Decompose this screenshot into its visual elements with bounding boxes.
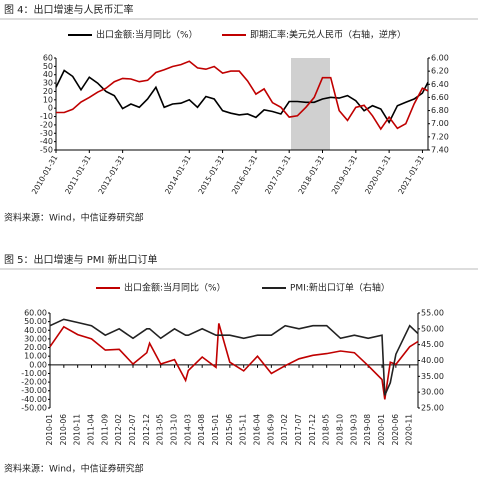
y2-tick-label: 7.40 [431, 146, 449, 155]
y-tick-label: 60.00 [24, 309, 47, 318]
series-line [49, 323, 419, 400]
y-tick-label: -40.00 [21, 395, 47, 404]
y-tick-label: 30.00 [24, 334, 47, 343]
x-tick-label: 2012-07 [128, 414, 137, 446]
y-tick-label: 10.00 [24, 352, 47, 361]
y-tick-label: 20 [43, 87, 53, 96]
y2-tick-label: 30.00 [421, 388, 444, 397]
x-tick-label: 2017-07 [294, 414, 303, 446]
y-tick-label: 20.00 [24, 343, 47, 352]
y2-tick-label: 45.00 [421, 340, 444, 349]
legend-label: 即期汇率:美元兑人民币（右轴，逆序） [250, 29, 406, 41]
y2-tick-label: 25.00 [421, 404, 444, 413]
x-tick-label: 2017-02 [280, 414, 289, 446]
series-line [56, 60, 429, 131]
x-tick-label: 2012-02 [114, 414, 123, 446]
x-tick-label: 2018-05 [322, 414, 331, 446]
series-line [55, 69, 429, 125]
shaded-period [291, 58, 330, 150]
y2-tick-label: 40.00 [421, 356, 444, 365]
y-tick-label: 30 [43, 79, 53, 88]
x-tick-label: 2016-04 [253, 414, 262, 446]
x-tick-label: 2014-03 [183, 414, 192, 446]
series-line [49, 318, 419, 396]
legend-label: 出口金额:当月同比（%） [124, 282, 226, 294]
figure-caption: 图 5：出口增速与 PMI 新出口订单 [4, 253, 158, 266]
y2-tick-label: 6.60 [431, 93, 449, 102]
y-tick-label: -30 [40, 129, 53, 138]
x-tick-label: 2011-04 [87, 414, 96, 446]
y-tick-label: 40.00 [24, 326, 47, 335]
y-tick-label: -40 [40, 137, 53, 146]
x-tick-label: 2018-10 [336, 414, 345, 446]
y2-tick-label: 55.00 [421, 309, 444, 318]
x-tick-label: 2011-09 [100, 414, 109, 446]
y-tick-label: -30.00 [21, 386, 47, 395]
x-tick-label: 2012-12 [142, 414, 151, 446]
y-tick-label: 0.00 [29, 360, 47, 369]
x-tick-label: 2015-11 [239, 414, 248, 446]
x-tick-label: 2010-11 [73, 414, 82, 446]
x-tick-label: 2019-03 [349, 414, 358, 446]
x-tick-label: 2020-01 [377, 414, 386, 446]
x-tick-label: 2013-10 [170, 414, 179, 446]
x-tick-label: 2017-12 [308, 414, 317, 446]
y2-tick-label: 6.00 [431, 54, 449, 63]
x-tick-label: 2016-09 [266, 414, 275, 446]
y2-tick-label: 7.00 [431, 119, 449, 128]
y-tick-label: -50 [40, 146, 53, 155]
x-tick-label: 2020-06 [391, 414, 400, 446]
y2-tick-label: 6.20 [431, 67, 449, 76]
y-tick-label: 50 [43, 62, 53, 71]
y2-tick-label: 50.00 [421, 324, 444, 333]
y-tick-label: 60 [43, 54, 53, 63]
y2-tick-label: 7.20 [431, 132, 449, 141]
y-tick-label: 10 [43, 95, 53, 104]
source-note: 资料来源：Wind，中信证券研究部 [4, 463, 144, 475]
y-tick-label: -10.00 [21, 369, 47, 378]
x-tick-label: 2015-01 [211, 414, 220, 446]
legend-label: PMI:新出口订单（右轴） [290, 282, 390, 294]
y-tick-label: 50.00 [24, 317, 47, 326]
y-tick-label: -20 [40, 120, 53, 129]
legend-label: 出口金额:当月同比（%） [96, 29, 198, 41]
x-tick-label: 2010-01 [45, 414, 54, 446]
y2-tick-label: 6.80 [431, 106, 449, 115]
source-note: 资料来源：Wind，中信证券研究部 [4, 212, 144, 224]
x-tick-label: 2020-11 [405, 414, 414, 446]
y2-tick-label: 6.40 [431, 80, 449, 89]
x-tick-label: 2013-05 [156, 414, 165, 446]
y2-tick-label: 35.00 [421, 372, 444, 381]
x-tick-label: 2015-06 [225, 414, 234, 446]
x-tick-label: 2019-08 [363, 414, 372, 446]
y-tick-label: 40 [43, 70, 53, 79]
y-tick-label: -50.00 [21, 404, 47, 413]
figure-caption: 图 4：出口增速与人民币汇率 [4, 3, 134, 16]
y-tick-label: -10 [40, 112, 53, 121]
y-tick-label: -20.00 [21, 378, 47, 387]
x-tick-label: 2014-08 [197, 414, 206, 446]
y-tick-label: 0 [48, 104, 53, 113]
x-tick-label: 2010-06 [59, 414, 68, 446]
